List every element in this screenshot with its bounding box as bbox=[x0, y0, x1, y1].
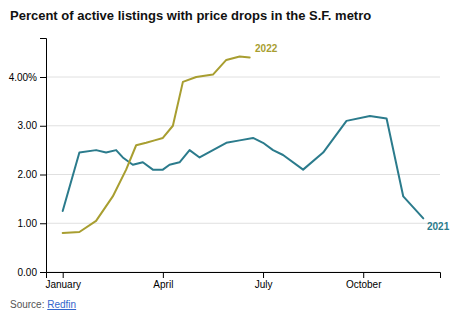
y-tick-label: 4.00% bbox=[9, 72, 37, 83]
y-tick: 3.00 bbox=[18, 120, 46, 131]
x-tick-mark bbox=[263, 272, 264, 278]
y-tick: 4.00% bbox=[9, 72, 46, 83]
year-label: 2021 bbox=[427, 221, 450, 232]
lines bbox=[63, 57, 424, 233]
y-tick: 0.00 bbox=[18, 267, 46, 278]
grid-line bbox=[46, 174, 440, 175]
y-tick-label: 2.00 bbox=[18, 169, 38, 180]
x-tick-mark bbox=[63, 272, 64, 278]
y-axis: 0.00 1.00 2.00 3.00 4.00% bbox=[9, 39, 47, 278]
source-link[interactable]: Redfin bbox=[47, 299, 76, 310]
y-tick-mark bbox=[40, 272, 46, 273]
y-axis-line bbox=[40, 39, 47, 273]
y-tick-mark bbox=[40, 77, 46, 78]
y-tick-mark bbox=[40, 223, 46, 224]
y-tick: 1.00 bbox=[18, 218, 46, 229]
grid-line bbox=[46, 223, 440, 224]
grid-line bbox=[46, 125, 440, 126]
year-label: 2022 bbox=[255, 43, 278, 54]
grid bbox=[46, 77, 440, 272]
grid-line bbox=[46, 77, 440, 78]
x-tick: July bbox=[255, 272, 273, 290]
y-tick-label: 1.00 bbox=[18, 218, 38, 229]
x-tick-mark bbox=[163, 272, 164, 278]
x-tick-mark bbox=[363, 272, 364, 278]
y-tick-label: 0.00 bbox=[18, 267, 38, 278]
x-tick-label: April bbox=[153, 279, 173, 290]
y-tick: 2.00 bbox=[18, 169, 46, 180]
x-tick-label: July bbox=[255, 279, 273, 290]
x-axis-line bbox=[47, 273, 441, 279]
source: Source: Redfin bbox=[10, 299, 76, 310]
plot: January April July October 0.00 1.00 2.00 3.00 4… bbox=[9, 39, 450, 291]
y-tick-mark bbox=[40, 126, 46, 127]
x-tick-label: October bbox=[346, 279, 382, 290]
x-tick: April bbox=[153, 272, 173, 290]
title: Percent of active listings with price dr… bbox=[10, 8, 371, 23]
series-line bbox=[63, 116, 424, 218]
chart: Percent of active listings with price dr… bbox=[0, 0, 474, 316]
x-tick: January bbox=[45, 272, 81, 290]
y-tick-label: 3.00 bbox=[18, 120, 38, 131]
x-tick-label: January bbox=[45, 279, 81, 290]
series-line bbox=[63, 57, 250, 233]
x-tick: October bbox=[346, 272, 382, 290]
source-label: Source: bbox=[10, 299, 47, 310]
y-tick-mark bbox=[40, 175, 46, 176]
x-axis: January April July October bbox=[45, 272, 440, 290]
annotations: 2022 2021 bbox=[255, 43, 450, 233]
